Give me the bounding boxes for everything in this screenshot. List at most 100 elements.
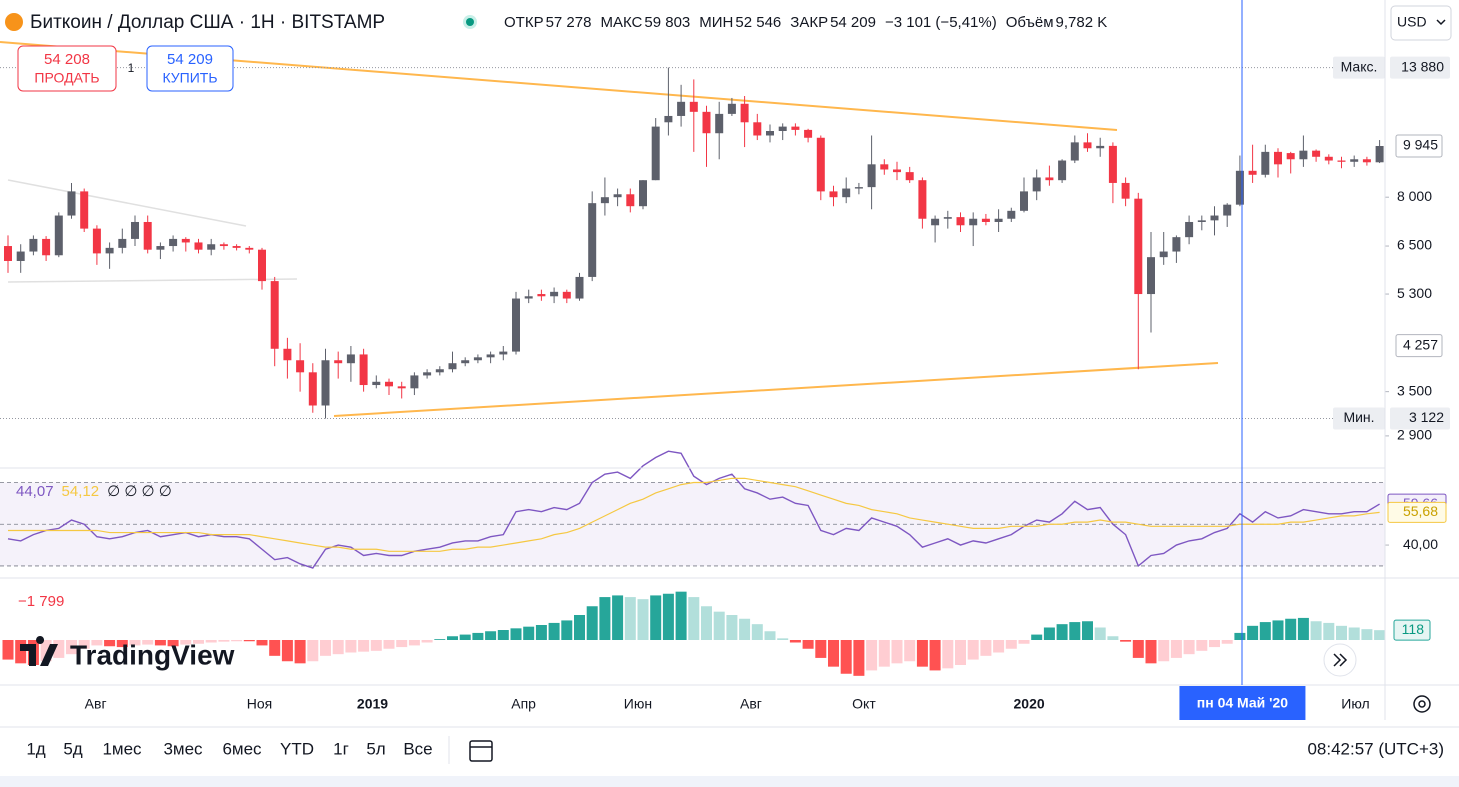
- histogram-bar: [383, 640, 395, 649]
- histogram-bar: [1361, 629, 1373, 640]
- histogram-bar: [421, 640, 433, 643]
- candle-body: [270, 281, 279, 349]
- quantity: 1: [128, 61, 135, 75]
- candle-body: [702, 111, 711, 134]
- candle-body: [397, 386, 406, 389]
- candle-body: [791, 126, 800, 130]
- candle-body: [1096, 145, 1105, 149]
- histogram-bar: [1310, 621, 1322, 640]
- histogram-bar: [269, 640, 281, 656]
- candle-body: [258, 249, 266, 282]
- histogram-bar: [91, 640, 103, 646]
- histogram-bar: [1056, 624, 1068, 640]
- dropdown-arrow: [1436, 19, 1446, 26]
- currency-select[interactable]: [1390, 5, 1452, 41]
- candle-body: [588, 203, 597, 277]
- x-tick-label: Июн: [624, 696, 652, 712]
- buy-button[interactable]: [146, 45, 234, 92]
- range-button[interactable]: 1мес: [102, 739, 142, 758]
- candle-body: [651, 126, 660, 181]
- scroll-icon: [1333, 653, 1348, 667]
- candle-body: [1286, 153, 1295, 160]
- candle-body: [1337, 160, 1346, 162]
- extreme-label-box: [1333, 56, 1385, 79]
- sell-button[interactable]: [17, 45, 117, 92]
- histogram-bar: [1082, 621, 1093, 640]
- logo-icon: [20, 636, 58, 666]
- histogram-bar: [828, 640, 839, 667]
- candle-body: [1083, 142, 1092, 149]
- histogram-bar: [78, 640, 90, 649]
- candle-body: [1223, 204, 1232, 216]
- histogram-bar: [15, 640, 27, 664]
- histogram-bar: [548, 622, 560, 640]
- histogram-bar: [1196, 640, 1208, 651]
- histogram-bar: [1183, 640, 1195, 655]
- histogram-bar: [256, 640, 268, 646]
- histogram-bar: [180, 640, 192, 645]
- histogram-bar: [701, 606, 712, 640]
- histogram-bar: [1005, 640, 1017, 649]
- histogram-bar: [1120, 640, 1132, 642]
- histogram-legend-value: −1 799: [18, 593, 64, 610]
- histogram-bar: [1107, 636, 1119, 640]
- candle-body: [1007, 210, 1016, 219]
- range-button[interactable]: YTD: [280, 739, 314, 758]
- candle-body: [1070, 142, 1079, 161]
- price-label-box: [1395, 134, 1443, 158]
- histogram-bar: [916, 640, 928, 667]
- x-tick-label: Окт: [852, 696, 876, 712]
- candle-body: [283, 348, 292, 361]
- buy-price: 54 209: [167, 51, 213, 68]
- y-tick-label: 6 500: [1397, 237, 1432, 253]
- last-value: 55,68: [1403, 503, 1438, 519]
- histogram-bar: [485, 631, 497, 640]
- candle-body: [664, 115, 673, 123]
- histogram-bar: [815, 640, 827, 658]
- range-button[interactable]: 5л: [366, 739, 385, 758]
- range-button[interactable]: 1д: [26, 739, 45, 758]
- candle-body: [689, 101, 698, 112]
- candle-body: [537, 294, 546, 297]
- histogram-bar: [764, 631, 776, 640]
- date-range-icon[interactable]: [469, 740, 493, 762]
- last-value-box: [1393, 619, 1431, 641]
- histogram-bar: [561, 620, 573, 640]
- histogram-bar: [370, 640, 382, 651]
- ohlc-legend: ОТКР 57 278 МАКС 59 803 МИН 52 546 ЗАКР 54 209−…: [504, 14, 1107, 31]
- range-button[interactable]: 5д: [63, 739, 82, 758]
- ohlc-label: МИН: [699, 14, 733, 31]
- symbol: Биткоин / Доллар США · 1H · BITSTAMP: [30, 12, 385, 33]
- rsi-legend-value: 44,07: [16, 483, 54, 500]
- settings-icon[interactable]: [1413, 695, 1431, 713]
- histogram-bar: [40, 640, 52, 662]
- histogram-bar: [967, 640, 979, 660]
- range-button[interactable]: 6мес: [222, 739, 262, 758]
- histogram-bar: [1132, 640, 1144, 658]
- candle-body: [1274, 151, 1282, 165]
- candle-body: [1350, 159, 1359, 162]
- candle-body: [639, 180, 647, 207]
- range-button[interactable]: 1г: [333, 739, 349, 758]
- y-tick-label: 3 500: [1397, 382, 1432, 398]
- histogram-bar: [955, 640, 966, 665]
- histogram-bar: [1247, 625, 1259, 640]
- histogram-bar: [1069, 622, 1081, 640]
- histogram-bar: [434, 639, 446, 640]
- price-label: 9 945: [1403, 137, 1438, 153]
- range-button[interactable]: 3мес: [163, 739, 203, 758]
- ohlc-label: ОТКР: [504, 14, 544, 31]
- logo: TradingView: [70, 639, 235, 670]
- candle-body: [626, 194, 635, 207]
- histogram-bar: [789, 640, 801, 643]
- ohlc-value: 54 209: [830, 14, 876, 31]
- candle-body: [600, 197, 609, 204]
- candle-body: [334, 360, 343, 364]
- last-value-box: [1387, 501, 1447, 523]
- x-tick-label: Авг: [85, 696, 107, 712]
- extreme-value-box: [1390, 407, 1450, 430]
- candle-body: [308, 372, 317, 406]
- candle-body: [169, 238, 178, 247]
- range-button[interactable]: Все: [403, 739, 432, 758]
- candle-body: [143, 221, 152, 250]
